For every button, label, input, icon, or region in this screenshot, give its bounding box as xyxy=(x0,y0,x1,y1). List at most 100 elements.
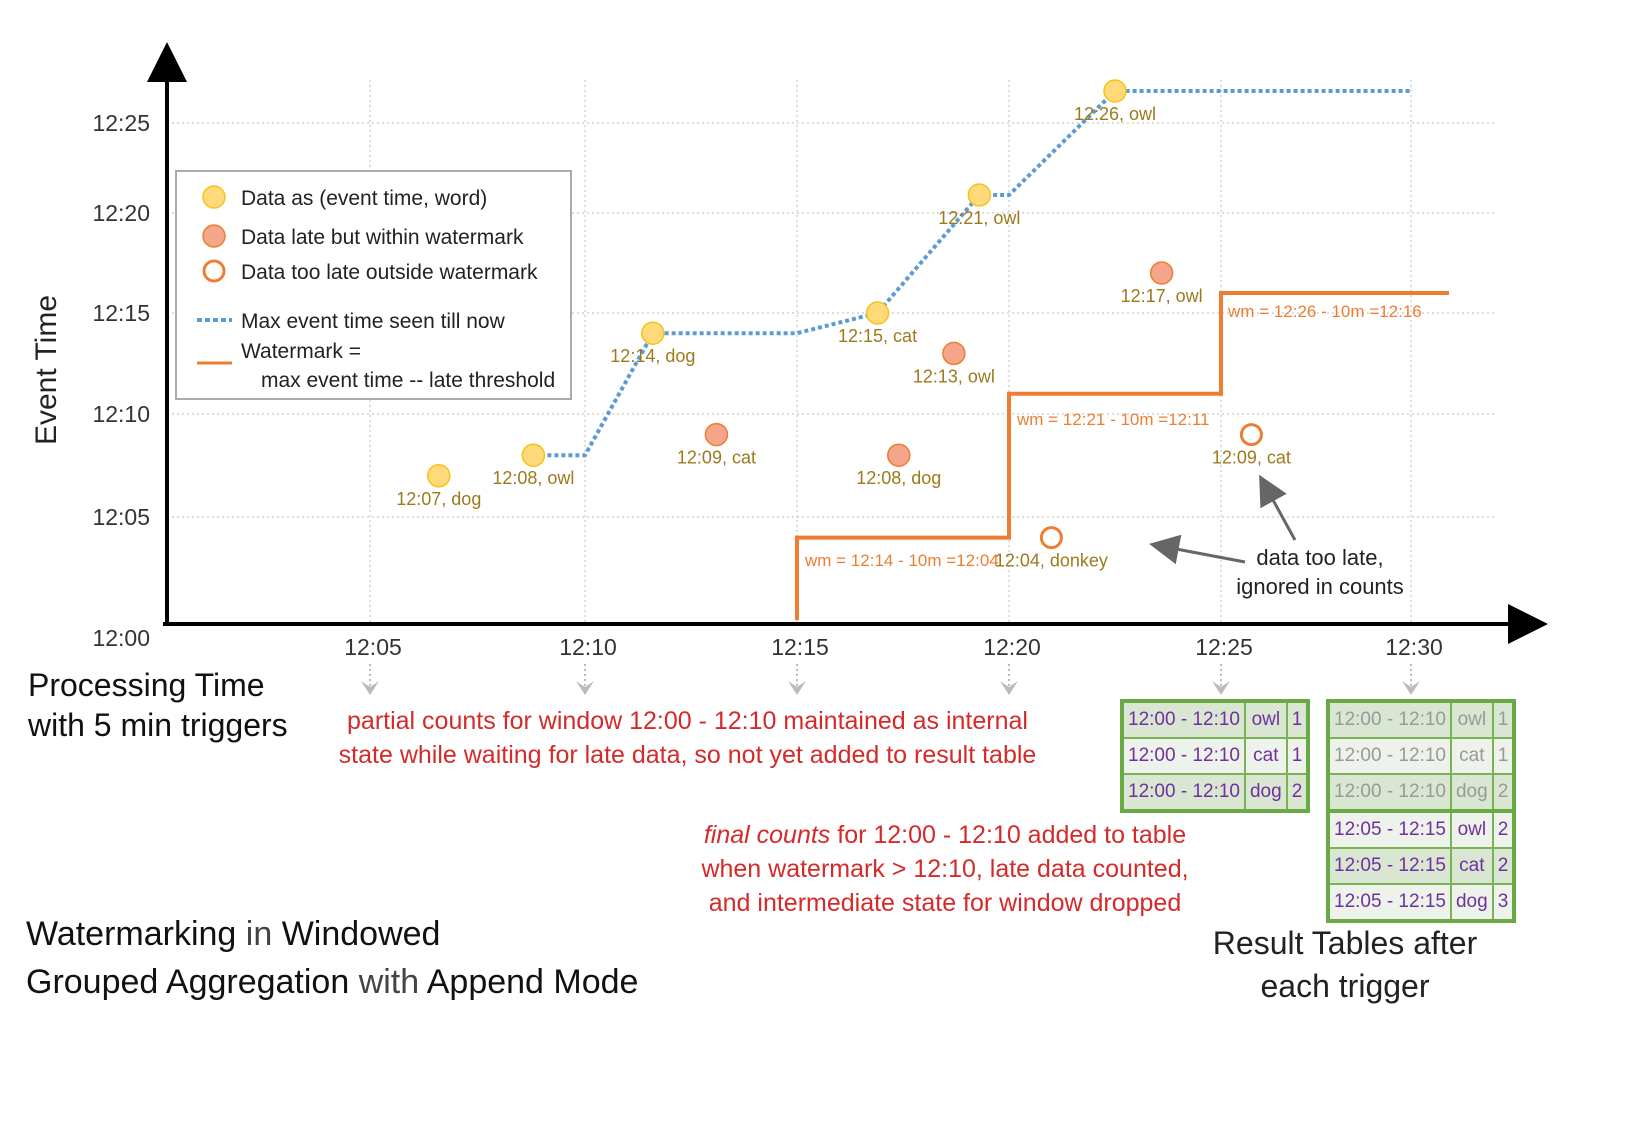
data-point-late xyxy=(942,341,966,366)
result-row: 12:05 - 12:15 dog 3 xyxy=(1327,883,1516,922)
arrow-to-cat xyxy=(1259,474,1297,541)
data-point-label: 12:09, cat xyxy=(1212,448,1291,468)
legend: Data as (event time, word) Data late but… xyxy=(175,170,572,400)
y-tick-label: 12:00 xyxy=(92,625,150,651)
result-row: 12:00 - 12:10 cat 1 xyxy=(1327,737,1516,775)
trigger-arrow-head xyxy=(361,681,379,695)
trigger-arrow-head xyxy=(788,681,806,695)
data-point-label: 12:21, owl xyxy=(938,208,1020,228)
y-tick-label: 12:20 xyxy=(92,200,150,226)
on-time-swatch xyxy=(202,185,226,209)
x-axis-label: Processing Time with 5 min triggers xyxy=(28,667,288,743)
svg-text:Watermark =: Watermark = xyxy=(241,340,361,363)
data-point-label: 12:26, owl xyxy=(1074,104,1156,124)
count-cell: 2 xyxy=(1491,773,1516,812)
x-tick-label: 12:30 xyxy=(1385,634,1443,660)
result-row: 12:00 - 12:10 owl 1 xyxy=(1327,700,1516,739)
trigger-arrow-head xyxy=(1212,681,1230,695)
result-row: 12:00 - 12:10 dog 2 xyxy=(1327,773,1516,812)
window-cell: 12:05 - 12:15 xyxy=(1327,883,1452,922)
partial-counts-note: partial counts for window 12:00 - 12:10 … xyxy=(338,707,1037,769)
x-tick-label: 12:25 xyxy=(1195,634,1253,660)
trigger-arrow-head xyxy=(1000,681,1018,695)
data-point-on-time xyxy=(1103,79,1127,103)
window-cell: 12:00 - 12:10 xyxy=(1327,773,1452,812)
result-row: 12:00 - 12:10 cat 1 xyxy=(1121,737,1310,775)
result-row: 12:00 - 12:10 owl 1 xyxy=(1121,700,1310,739)
x-tick-label: 12:20 xyxy=(983,634,1041,660)
data-point-label: 12:09, cat xyxy=(677,448,756,468)
window-cell: 12:05 - 12:15 xyxy=(1327,809,1452,849)
trigger-arrow-head xyxy=(1402,681,1420,695)
data-point-label: 12:07, dog xyxy=(396,489,481,509)
word-cell: dog xyxy=(1449,883,1494,922)
arrow-to-donkey xyxy=(1149,534,1246,565)
grid: 12:00 12:05 12:10 12:15 12:20 12:25 12:05 12:10… xyxy=(92,80,1495,695)
result-tables-caption: Result Tables after each trigger xyxy=(1212,925,1478,1004)
window-cell: 12:00 - 12:10 xyxy=(1121,737,1246,775)
y-tick-label: 12:10 xyxy=(92,401,150,427)
y-tick-label: 12:15 xyxy=(92,300,150,326)
data-point-late xyxy=(704,422,729,447)
y-axis-label: Event Time xyxy=(30,295,63,445)
result-row: 12:05 - 12:15 cat 2 xyxy=(1327,847,1516,885)
window-cell: 12:00 - 12:10 xyxy=(1327,700,1452,739)
word-cell: cat xyxy=(1449,737,1494,775)
count-cell: 1 xyxy=(1491,737,1516,775)
word-cell: dog xyxy=(1243,773,1288,812)
data-point-label: 12:13, owl xyxy=(913,366,995,386)
svg-text:Data late but within watermark: Data late but within watermark xyxy=(241,226,524,249)
data-point-label: 12:08, owl xyxy=(492,468,574,488)
window-cell: 12:00 - 12:10 xyxy=(1327,737,1452,775)
result-table-trigger-1230: 12:00 - 12:10 owl 1 12:00 - 12:10 cat 1 12:00 … xyxy=(1326,699,1517,923)
trigger-arrow-head xyxy=(576,681,594,695)
result-row: 12:05 - 12:15 owl 2 xyxy=(1327,809,1516,849)
y-tick-label: 12:05 xyxy=(92,504,150,530)
count-cell: 2 xyxy=(1491,809,1516,849)
count-cell: 3 xyxy=(1491,883,1516,922)
svg-text:Data too late outside watermar: Data too late outside watermark xyxy=(241,261,538,284)
data-point-too-late xyxy=(1239,423,1263,447)
count-cell: 2 xyxy=(1285,773,1310,812)
diagram-title: Watermarking in Windowed Grouped Aggrega… xyxy=(26,915,639,1001)
data-point-on-time xyxy=(641,321,665,345)
data-point-label: 12:08, dog xyxy=(856,468,941,488)
count-cell: 1 xyxy=(1285,700,1310,739)
window-cell: 12:00 - 12:10 xyxy=(1121,700,1246,739)
result-row: 12:00 - 12:10 dog 2 xyxy=(1121,773,1310,812)
watermark-label: wm = 12:26 - 10m =12:16 xyxy=(1227,302,1422,321)
count-cell: 1 xyxy=(1491,700,1516,739)
window-cell: 12:05 - 12:15 xyxy=(1327,847,1452,885)
data-point-late xyxy=(1149,261,1174,285)
word-cell: owl xyxy=(1243,700,1288,739)
data-point-on-time xyxy=(865,301,890,325)
count-cell: 1 xyxy=(1285,737,1310,775)
data-point-label: 12:14, dog xyxy=(610,346,695,366)
data-point-label: 12:15, cat xyxy=(838,326,917,346)
svg-text:max event time -- late thresho: max event time -- late threshold xyxy=(261,369,555,392)
y-tick-label: 12:25 xyxy=(92,110,150,136)
watermark-label: wm = 12:14 - 10m =12:04 xyxy=(804,551,999,570)
watermark-line xyxy=(795,291,1449,620)
window-cell: 12:00 - 12:10 xyxy=(1121,773,1246,812)
final-counts-note: final counts for 12:00 - 12:10 added to … xyxy=(701,821,1189,917)
late-swatch xyxy=(202,224,226,248)
word-cell: owl xyxy=(1449,700,1494,739)
data-point-late xyxy=(887,443,911,467)
x-tick-label: 12:15 xyxy=(771,634,829,660)
max-event-time-line xyxy=(533,89,1411,458)
data-point-label: 12:17, owl xyxy=(1121,286,1203,306)
result-table-trigger-1225: 12:00 - 12:10 owl 1 12:00 - 12:10 cat 1 12:00 … xyxy=(1120,699,1311,813)
watermark-label: wm = 12:21 - 10m =12:11 xyxy=(1016,410,1209,429)
word-cell: dog xyxy=(1449,773,1494,812)
word-cell: owl xyxy=(1449,809,1494,849)
too-late-note: data too late, ignored in counts xyxy=(1236,545,1404,599)
x-tick-label: 12:05 xyxy=(344,634,402,660)
svg-text:Data as (event time, word): Data as (event time, word) xyxy=(241,187,487,210)
too-late-swatch xyxy=(202,259,226,283)
x-tick-label: 12:10 xyxy=(559,634,617,660)
data-point-on-time xyxy=(521,443,546,467)
data-point-on-time xyxy=(427,464,451,488)
